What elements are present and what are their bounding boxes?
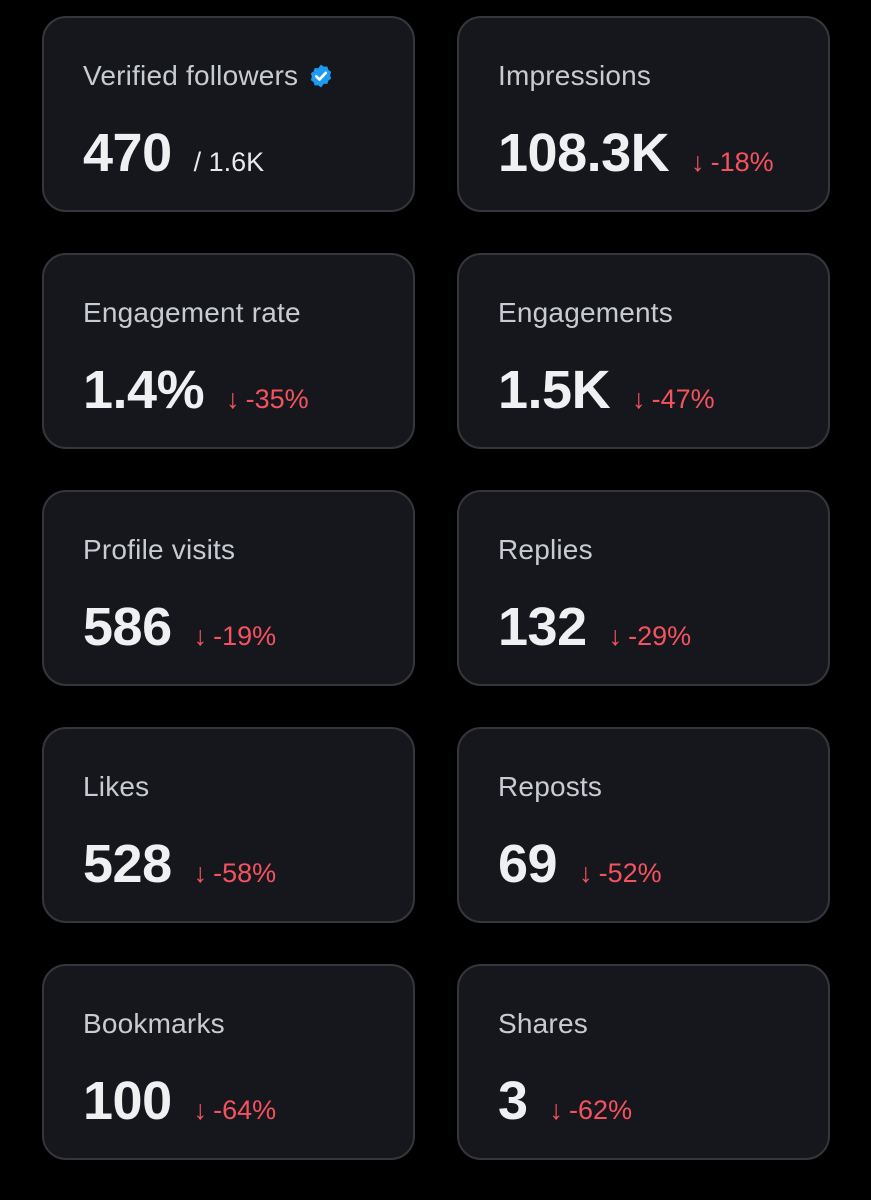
metric-value-row: 3 ↓ -62% [498,1074,632,1128]
metric-value: 100 [83,1071,172,1131]
metric-label: Reposts [498,771,603,802]
metric-label: Bookmarks [83,1008,225,1039]
metric-change: ↓ -47% [632,384,715,415]
arrow-down-icon: ↓ [193,1095,208,1125]
metric-label: Likes [83,771,150,802]
metric-label-row: Verified followers [83,60,334,92]
metric-change-value: -29% [628,621,692,651]
arrow-down-icon: ↓ [549,1095,564,1125]
metric-change-value: -19% [213,621,277,651]
metric-value-row: 528 ↓ -58% [83,837,276,891]
metric-card-engagement-rate[interactable]: Engagement rate 1.4% ↓ -35% [42,253,415,449]
metric-value: 69 [498,834,558,894]
metric-change: ↓ -18% [691,147,774,178]
metric-card-replies[interactable]: Replies 132 ↓ -29% [457,490,830,686]
arrow-down-icon: ↓ [691,147,705,177]
metric-change: ↓ -19% [194,621,277,652]
metrics-grid: Verified followers 470 / 1.6K Impression… [42,16,830,1160]
metric-change-value: -35% [245,384,309,414]
metric-change: ↓ -52% [579,858,662,889]
metric-card-verified-followers[interactable]: Verified followers 470 / 1.6K [42,16,415,212]
metric-value: 3 [498,1071,528,1131]
metric-label: Verified followers [83,60,299,91]
metric-value-row: 69 ↓ -52% [498,837,662,891]
metric-value: 108.3K [498,123,670,183]
metric-value-row: 108.3K ↓ -18% [498,126,774,180]
metric-change-value: -58% [213,858,277,888]
metric-change: ↓ -35% [226,384,309,415]
arrow-down-icon: ↓ [193,621,208,651]
arrow-down-icon: ↓ [579,858,593,888]
metric-value-row: 132 ↓ -29% [498,600,691,654]
metric-change-value: -18% [710,147,774,177]
metric-value-row: 586 ↓ -19% [83,600,276,654]
metric-value-row: 100 ↓ -64% [83,1074,276,1128]
arrow-down-icon: ↓ [226,384,240,414]
metric-value: 528 [83,834,172,894]
metric-value: 1.5K [498,360,611,420]
metric-card-shares[interactable]: Shares 3 ↓ -62% [457,964,830,1160]
metric-card-likes[interactable]: Likes 528 ↓ -58% [42,727,415,923]
arrow-down-icon: ↓ [632,384,646,414]
metric-value-row: 1.4% ↓ -35% [83,363,309,417]
metric-value: 586 [83,597,172,657]
metric-label: Profile visits [83,534,236,565]
metric-label: Impressions [498,60,652,91]
metric-change-value: -47% [651,384,715,414]
metric-value-row: 1.5K ↓ -47% [498,363,715,417]
metric-change: ↓ -29% [609,621,692,652]
metric-value: 1.4% [83,360,205,420]
metric-label: Engagements [498,297,673,328]
verified-badge-icon [308,63,334,89]
metric-value: 470 [83,123,172,183]
metric-change: ↓ -64% [194,1095,277,1126]
metric-change-value: -52% [598,858,662,888]
metric-card-engagements[interactable]: Engagements 1.5K ↓ -47% [457,253,830,449]
metric-card-profile-visits[interactable]: Profile visits 586 ↓ -19% [42,490,415,686]
metric-label: Engagement rate [83,297,301,328]
metric-value: 132 [498,597,587,657]
metric-label: Shares [498,1008,588,1039]
metric-change: ↓ -58% [194,858,277,889]
metric-value-row: 470 / 1.6K [83,126,264,180]
metric-card-bookmarks[interactable]: Bookmarks 100 ↓ -64% [42,964,415,1160]
arrow-down-icon: ↓ [608,621,623,651]
metric-card-impressions[interactable]: Impressions 108.3K ↓ -18% [457,16,830,212]
metric-label: Replies [498,534,593,565]
metric-card-reposts[interactable]: Reposts 69 ↓ -52% [457,727,830,923]
metric-change-value: -64% [213,1095,277,1125]
metric-change: ↓ -62% [550,1095,633,1126]
arrow-down-icon: ↓ [193,858,208,888]
metric-change-value: -62% [569,1095,633,1125]
metric-total: / 1.6K [193,147,265,177]
